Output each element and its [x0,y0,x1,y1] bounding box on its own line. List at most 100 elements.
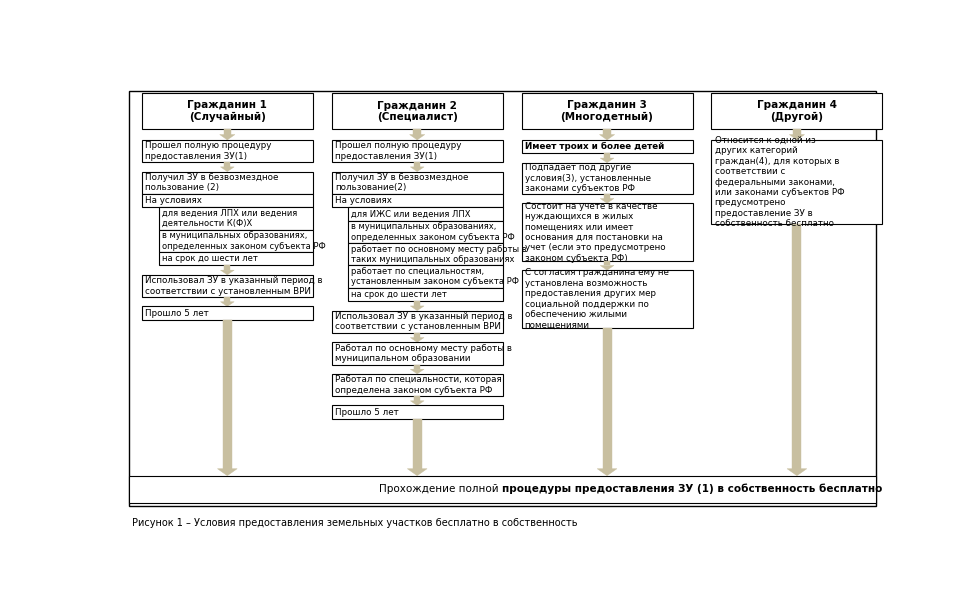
FancyBboxPatch shape [332,342,503,365]
FancyBboxPatch shape [332,405,503,419]
Polygon shape [415,301,420,306]
Text: на срок до шести лет: на срок до шести лет [162,254,258,263]
Text: в муниципальных образованиях,
определенных законом субъекта РФ: в муниципальных образованиях, определенн… [162,231,325,251]
FancyBboxPatch shape [142,140,313,162]
Polygon shape [415,333,420,338]
Text: Получил ЗУ в безвозмездное
пользование(2): Получил ЗУ в безвозмездное пользование(2… [335,173,468,193]
FancyBboxPatch shape [521,162,693,194]
Polygon shape [415,396,420,401]
FancyBboxPatch shape [332,194,503,207]
Text: Работал по специальности, которая
определена законом субъекта РФ: Работал по специальности, которая опреде… [335,375,502,394]
Text: Гражданин 2
(Специалист): Гражданин 2 (Специалист) [376,100,458,122]
Polygon shape [604,194,611,199]
FancyBboxPatch shape [521,94,693,129]
FancyBboxPatch shape [521,203,693,261]
FancyBboxPatch shape [349,288,503,301]
Text: в муниципальных образованиях,
определенных законом субъекта РФ: в муниципальных образованиях, определенн… [352,222,515,242]
FancyBboxPatch shape [521,270,693,328]
Polygon shape [224,266,230,270]
Text: На условиях: На условиях [335,196,392,205]
Text: Гражданин 1
(Случайный): Гражданин 1 (Случайный) [187,100,268,122]
FancyBboxPatch shape [521,140,693,153]
Polygon shape [597,469,617,476]
Text: Получил ЗУ в безвозмездное
пользование (2): Получил ЗУ в безвозмездное пользование (… [145,173,278,193]
FancyBboxPatch shape [349,207,503,221]
Text: Прошло 5 лет: Прошло 5 лет [145,309,209,318]
Polygon shape [220,270,234,275]
FancyBboxPatch shape [711,94,882,129]
Text: На условиях: На условиях [145,196,202,205]
FancyBboxPatch shape [332,374,503,396]
Polygon shape [220,135,235,140]
Polygon shape [408,469,427,476]
FancyBboxPatch shape [142,172,313,194]
Polygon shape [600,135,614,140]
Text: Имеет троих и более детей: Имеет троих и более детей [524,142,664,151]
FancyBboxPatch shape [128,476,876,503]
FancyBboxPatch shape [711,140,882,224]
Text: С согласия гражданина ему не
установлена возможность
предоставления других мер
с: С согласия гражданина ему не установлена… [524,268,668,329]
FancyBboxPatch shape [332,94,503,129]
Polygon shape [789,135,805,140]
Polygon shape [600,199,613,203]
Text: Использовал ЗУ в указанный период в
соответствии с установленным ВРИ: Использовал ЗУ в указанный период в соот… [145,276,322,295]
Text: Гражданин 4
(Другой): Гражданин 4 (Другой) [757,100,837,122]
Polygon shape [220,167,234,172]
Text: Прохождение полной: Прохождение полной [379,484,502,494]
Polygon shape [411,338,424,342]
FancyBboxPatch shape [349,266,503,288]
FancyBboxPatch shape [142,275,313,297]
FancyBboxPatch shape [142,194,313,207]
Text: Состоит на учете в качестве
нуждающихся в жилых
помещениях или имеет
основания д: Состоит на учете в качестве нуждающихся … [524,202,665,263]
Text: Прошло 5 лет: Прошло 5 лет [335,408,399,417]
FancyBboxPatch shape [332,172,503,194]
Text: на срок до шести лет: на срок до шести лет [352,290,447,299]
Text: Рисунок 1 – Условия предоставления земельных участков бесплатно в собственность: Рисунок 1 – Условия предоставления земел… [132,518,578,528]
Polygon shape [411,401,424,405]
Polygon shape [411,167,424,172]
Polygon shape [413,419,421,469]
Polygon shape [600,158,613,162]
FancyBboxPatch shape [159,230,313,252]
Text: для ИЖС или ведения ЛПХ: для ИЖС или ведения ЛПХ [352,210,471,219]
Text: Гражданин 3
(Многодетный): Гражданин 3 (Многодетный) [561,100,654,122]
Polygon shape [224,162,230,167]
Text: процедуры предоставления ЗУ (1) в собственность бесплатно: процедуры предоставления ЗУ (1) в собств… [502,484,883,495]
Polygon shape [793,129,801,135]
FancyBboxPatch shape [332,140,503,162]
FancyBboxPatch shape [142,306,313,320]
Polygon shape [414,129,421,135]
Text: работает по специальностям,
установленным законом субъекта РФ: работает по специальностям, установленны… [352,267,519,286]
Polygon shape [604,153,611,158]
Polygon shape [411,369,424,374]
Polygon shape [410,135,424,140]
Polygon shape [411,306,424,310]
Polygon shape [218,469,237,476]
Polygon shape [600,266,613,270]
Polygon shape [415,162,420,167]
Polygon shape [224,297,230,302]
Polygon shape [604,261,611,266]
FancyBboxPatch shape [159,252,313,266]
Polygon shape [604,129,611,135]
Text: Работал по основному месту работы в
муниципальном образовании: Работал по основному месту работы в муни… [335,344,512,363]
Text: Использовал ЗУ в указанный период в
соответствии с установленным ВРИ: Использовал ЗУ в указанный период в соот… [335,312,513,332]
FancyBboxPatch shape [332,310,503,333]
FancyBboxPatch shape [349,221,503,243]
Text: Относится к одной из
других категорий
граждан(4), для которых в
соответствии с
ф: Относится к одной из других категорий гр… [714,136,844,228]
Text: Прошел полную процедуру
предоставления ЗУ(1): Прошел полную процедуру предоставления З… [145,141,271,161]
Polygon shape [793,224,802,469]
FancyBboxPatch shape [349,243,503,266]
Text: работает по основному месту работы в
таких муниципальных образованиях: работает по основному месту работы в так… [352,245,527,264]
Polygon shape [603,328,612,469]
Polygon shape [222,320,232,469]
Polygon shape [220,302,234,306]
Polygon shape [787,469,807,476]
FancyBboxPatch shape [159,207,313,230]
Text: для ведения ЛПХ или ведения
деятельности К(Ф)Х: для ведения ЛПХ или ведения деятельности… [162,209,297,228]
Polygon shape [223,129,231,135]
FancyBboxPatch shape [142,94,313,129]
Polygon shape [415,365,420,369]
Text: Прошел полную процедуру
предоставления ЗУ(1): Прошел полную процедуру предоставления З… [335,141,462,161]
Text: Подпадает под другие
условия(3), установленные
законами субъектов РФ: Подпадает под другие условия(3), установ… [524,164,651,193]
